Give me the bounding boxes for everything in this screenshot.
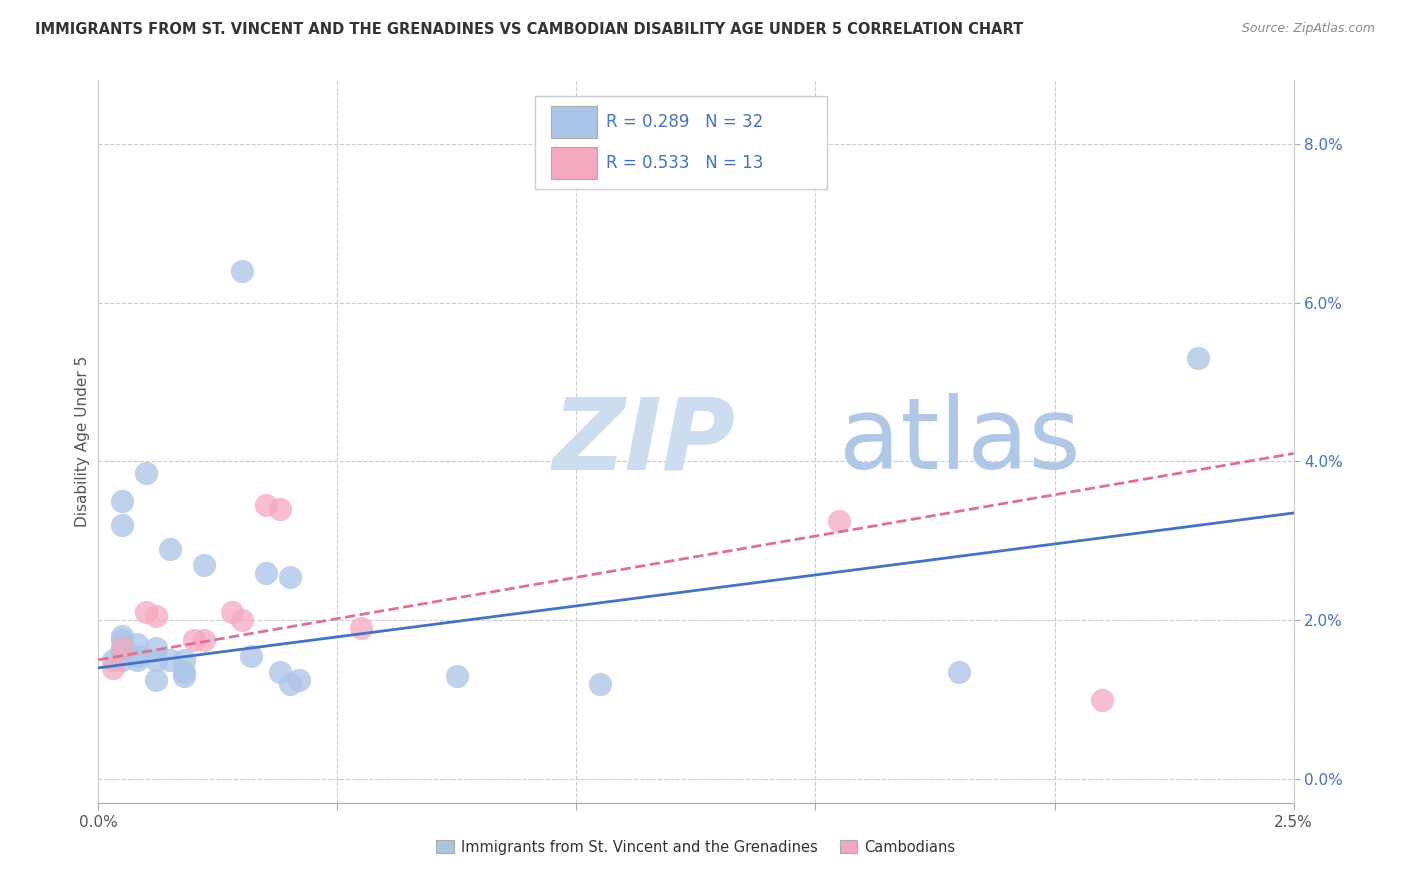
Point [145, 609, 167, 624]
Point [828, 514, 851, 528]
Point [1091, 692, 1114, 706]
Point [111, 517, 134, 532]
Point [589, 676, 612, 690]
Point [101, 653, 124, 667]
Point [145, 653, 167, 667]
Point [288, 673, 311, 687]
Text: ZIP: ZIP [553, 393, 735, 490]
Point [278, 569, 301, 583]
Point [111, 633, 134, 648]
FancyBboxPatch shape [551, 106, 596, 138]
Point [145, 673, 167, 687]
Point [159, 653, 181, 667]
Y-axis label: Disability Age Under 5: Disability Age Under 5 [75, 356, 90, 527]
Point [111, 629, 134, 643]
Text: R = 0.289   N = 32: R = 0.289 N = 32 [606, 113, 763, 131]
Point [125, 653, 148, 667]
Point [254, 498, 277, 512]
Text: R = 0.533   N = 13: R = 0.533 N = 13 [606, 154, 763, 172]
Point [350, 621, 373, 635]
Point [111, 640, 134, 655]
Point [1187, 351, 1209, 366]
Point [173, 665, 195, 679]
FancyBboxPatch shape [551, 147, 596, 178]
Point [269, 502, 291, 516]
Point [111, 494, 134, 508]
Point [135, 605, 157, 619]
Text: atlas: atlas [839, 393, 1081, 490]
Point [193, 633, 215, 648]
Text: Source: ZipAtlas.com: Source: ZipAtlas.com [1241, 22, 1375, 36]
Point [111, 645, 134, 659]
Point [145, 640, 167, 655]
Point [101, 661, 124, 675]
Legend: Immigrants from St. Vincent and the Grenadines, Cambodians: Immigrants from St. Vincent and the Gren… [430, 834, 962, 861]
Point [125, 637, 148, 651]
Point [183, 633, 205, 648]
Point [221, 605, 243, 619]
Point [269, 665, 291, 679]
Point [948, 665, 970, 679]
Point [111, 640, 134, 655]
Point [278, 676, 301, 690]
Point [173, 669, 195, 683]
Point [231, 613, 253, 627]
Point [193, 558, 215, 572]
Point [135, 467, 157, 481]
Point [254, 566, 277, 580]
Point [240, 648, 263, 663]
Point [231, 264, 253, 278]
Point [159, 541, 181, 556]
Point [125, 648, 148, 663]
Point [173, 653, 195, 667]
Point [111, 653, 134, 667]
FancyBboxPatch shape [534, 96, 827, 189]
Text: IMMIGRANTS FROM ST. VINCENT AND THE GRENADINES VS CAMBODIAN DISABILITY AGE UNDER: IMMIGRANTS FROM ST. VINCENT AND THE GREN… [35, 22, 1024, 37]
Point [446, 669, 468, 683]
